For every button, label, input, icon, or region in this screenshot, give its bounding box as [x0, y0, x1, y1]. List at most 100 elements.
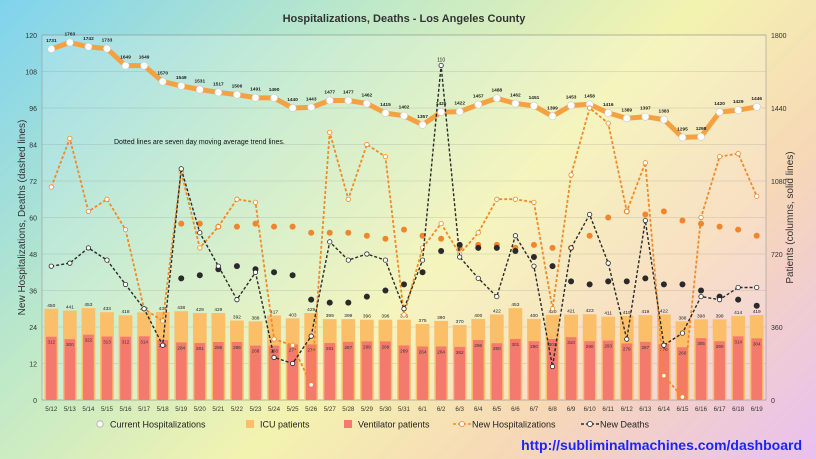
current-hospitalizations-label: 1397 — [640, 106, 651, 112]
new-deaths-avg-dot — [233, 263, 240, 270]
current-hospitalizations-point — [492, 94, 501, 103]
new-hospitalizations-avg-dot — [271, 223, 278, 230]
x-tick-label: 5/19 — [175, 406, 188, 413]
ventilator-bar — [305, 344, 317, 400]
ventilator-bar — [45, 336, 57, 400]
ventilator-bar-label: 264 — [419, 349, 427, 354]
icu-bar-label: 390 — [437, 315, 445, 321]
current-hospitalizations-label: 1763 — [65, 32, 76, 38]
ventilator-bar-label: 279 — [623, 346, 631, 351]
current-hospitalizations-point — [697, 132, 705, 141]
current-hospitalizations-point — [604, 108, 613, 117]
icu-bar-label: 429 — [307, 307, 315, 313]
dashboard-url[interactable]: http://subliminalmachines.com/dashboard — [521, 437, 802, 453]
x-tick-label: 5/26 — [305, 406, 318, 413]
x-tick-label: 5/17 — [138, 406, 151, 413]
ventilator-bar-label: 301 — [549, 342, 557, 347]
new-hospitalizations-point — [327, 129, 333, 135]
ventilator-bar — [639, 341, 651, 400]
x-tick-label: 6/4 — [474, 406, 483, 413]
new-hospitalizations-avg-dot — [438, 235, 445, 242]
current-hospitalizations-point — [47, 45, 56, 53]
current-hospitalizations-point — [344, 96, 353, 105]
new-deaths-point — [197, 230, 203, 236]
x-tick-label: 5/24 — [268, 406, 281, 413]
current-hospitalizations-point — [325, 96, 334, 105]
ventilator-bar — [547, 338, 558, 400]
current-hospitalizations-point — [400, 111, 408, 120]
new-deaths-avg-dot — [271, 269, 278, 276]
ventilator-bar-label: 314 — [140, 339, 148, 344]
icu-bar-label: 453 — [511, 302, 519, 308]
new-deaths-avg-dot — [698, 287, 705, 294]
new-hospitalizations-point — [605, 120, 611, 126]
new-deaths-avg-dot — [753, 302, 760, 309]
ventilator-bar-label: 312 — [47, 340, 55, 345]
current-hospitalizations-point — [362, 99, 371, 108]
legend-label: New Hospitalizations — [472, 420, 556, 430]
ventilator-bar-label: 287 — [344, 345, 352, 350]
ventilator-bar — [677, 347, 688, 400]
ventilator-bar-label: 274 — [307, 347, 315, 352]
current-hospitalizations-label: 1429 — [733, 99, 744, 105]
new-deaths-point — [122, 281, 129, 288]
new-hospitalizations-avg-dot — [660, 208, 667, 215]
new-deaths-avg-dot — [196, 272, 203, 279]
new-hospitalizations-point — [494, 196, 500, 202]
new-deaths-avg-dot — [382, 287, 389, 294]
left-tick-label: 0 — [33, 398, 37, 405]
new-hospitalizations-avg-dot — [196, 220, 203, 227]
icu-bar-label: 375 — [419, 318, 427, 324]
x-tick-label: 5/30 — [379, 406, 392, 413]
new-hospitalizations-point — [661, 373, 667, 379]
x-tick-label: 5/31 — [398, 406, 411, 413]
current-hospitalizations-point — [65, 38, 74, 47]
ventilator-bar-label: 284 — [177, 345, 185, 350]
ventilator-bar-label: 262 — [456, 350, 464, 355]
new-deaths-point — [382, 257, 389, 263]
new-hospitalizations-avg-dot — [549, 244, 556, 251]
new-hospitalizations-point — [67, 135, 73, 142]
current-hospitalizations-label: 1462 — [362, 93, 373, 99]
ventilator-bar — [361, 341, 373, 400]
current-hospitalizations-point — [177, 81, 186, 90]
ventilator-bar — [64, 339, 76, 400]
left-tick-label: 60 — [29, 216, 37, 223]
new-hospitalizations-avg-dot — [586, 232, 593, 239]
new-hospitalizations-point — [698, 214, 704, 221]
x-tick-label: 5/14 — [82, 406, 95, 413]
new-hospitalizations-point — [382, 154, 389, 160]
new-deaths-avg-dot — [679, 281, 686, 288]
new-deaths-avg-dot — [660, 281, 667, 288]
current-hospitalizations-label: 1517 — [213, 81, 224, 87]
icu-bar-label: 415 — [623, 310, 631, 316]
current-hospitalizations-point — [659, 115, 668, 124]
left-tick-label: 84 — [29, 143, 37, 150]
ventilator-bar — [213, 342, 224, 400]
ventilator-bar — [510, 338, 521, 400]
x-tick-label: 5/27 — [324, 406, 337, 413]
new-deaths-point — [512, 233, 518, 239]
new-hospitalizations-avg-dot — [530, 241, 537, 248]
ventilator-bar-label: 296 — [474, 343, 482, 348]
ventilator-bar — [602, 340, 614, 400]
legend-swatch-new-hosp — [458, 420, 465, 427]
current-hospitalizations-point — [307, 103, 316, 112]
new-deaths-avg-dot — [401, 281, 407, 288]
ventilator-bar — [157, 339, 169, 400]
current-hospitalizations-point — [214, 88, 223, 97]
x-tick-label: 6/13 — [639, 406, 652, 413]
ventilator-bar-label: 268 — [252, 349, 260, 354]
ventilator-bar — [695, 338, 707, 400]
x-tick-label: 6/17 — [714, 406, 727, 413]
ventilator-bar — [120, 336, 131, 400]
icu-bar-label: 370 — [456, 319, 464, 325]
right-tick-label: 1800 — [771, 33, 787, 40]
current-hospitalizations-point — [103, 44, 111, 53]
right-tick-label: 1080 — [771, 179, 787, 186]
new-hospitalizations-avg-dot — [233, 223, 240, 230]
left-axis-label: New Hospitalizations, Deaths (dashed lin… — [17, 120, 28, 316]
current-hospitalizations-label: 1389 — [621, 107, 632, 113]
x-tick-label: 5/12 — [45, 406, 58, 413]
ventilator-bar — [714, 341, 725, 400]
